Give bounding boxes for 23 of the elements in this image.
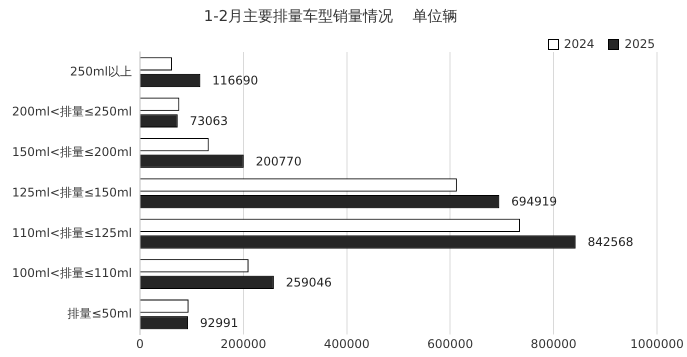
y-tick-label: 100ml<排量≤110ml (12, 266, 132, 280)
y-tick-label: 排量≤50ml (68, 306, 132, 321)
x-tick-label: 1000000 (630, 336, 684, 351)
x-tick-label: 800000 (530, 336, 576, 351)
data-label: 116690 (212, 74, 258, 88)
legend-label: 2025 (624, 37, 655, 51)
chart-title: 1-2月主要排量车型销量情况 单位辆 (204, 6, 458, 25)
y-tick-label: 200ml<排量≤250ml (12, 104, 132, 119)
data-label: 842568 (588, 235, 634, 250)
data-label: 694919 (511, 194, 558, 209)
y-tick-label: 250ml以上 (70, 64, 132, 78)
x-tick-label: 0 (136, 336, 144, 351)
x-tick-label: 400000 (324, 336, 370, 351)
data-label: 73063 (190, 114, 228, 128)
data-label: 259046 (286, 275, 332, 290)
text: 2024 (564, 37, 594, 51)
x-tick-label: 600000 (427, 336, 474, 351)
data-label: 92991 (200, 316, 238, 330)
y-tick-label: 110ml<排量≤125ml (12, 226, 132, 240)
data-label: 200770 (256, 154, 302, 168)
y-tick-label: 125ml<排量≤150ml (12, 185, 132, 200)
x-tick-label: 200000 (220, 336, 266, 351)
y-tick-label: 150ml<排量≤200ml (12, 145, 132, 160)
